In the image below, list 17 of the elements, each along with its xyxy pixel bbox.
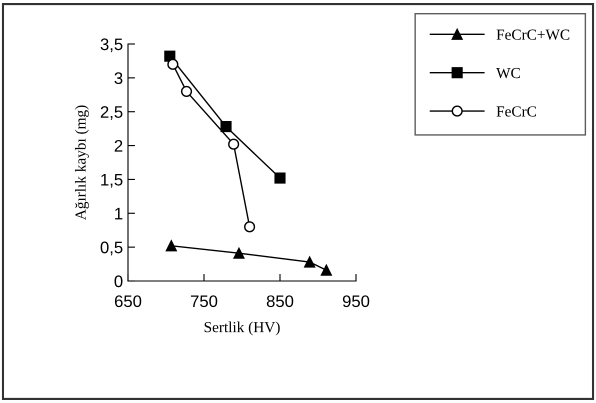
x-axis-title: Sertlik (HV) xyxy=(204,322,280,336)
legend-label: FeCrC xyxy=(496,106,536,117)
y-tick-label: 3,5 xyxy=(100,38,122,52)
x-tick-label: 950 xyxy=(342,295,370,308)
y-tick-label: 1 xyxy=(115,208,122,220)
y-tick-label: 0,5 xyxy=(100,242,122,256)
x-tick-label: 650 xyxy=(114,295,142,308)
y-tick-label: 2 xyxy=(114,140,122,152)
legend-label: WC xyxy=(496,68,520,78)
legend-label: FeCrC+WC xyxy=(496,30,570,40)
y-tick-label: 0 xyxy=(114,275,122,288)
x-tick-label: 850 xyxy=(266,295,294,308)
y-tick-label: 1,5 xyxy=(101,174,122,188)
y-tick-label: 2,5 xyxy=(100,106,122,120)
y-axis-title: Ağırlık kaybı (mg) xyxy=(74,105,89,220)
x-tick-label: 750 xyxy=(190,295,218,308)
y-tick-label: 3 xyxy=(114,72,122,84)
